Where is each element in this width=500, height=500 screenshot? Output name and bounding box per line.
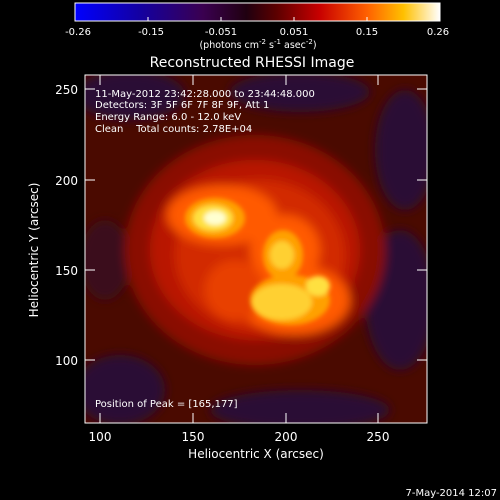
heatmap-image bbox=[85, 75, 427, 423]
colorbar bbox=[74, 2, 441, 22]
colorbar-tick-label: 0.051 bbox=[280, 27, 309, 38]
y-tick-label: 200 bbox=[55, 174, 78, 188]
y-axis-label: Heliocentric Y (arcsec) bbox=[27, 183, 41, 318]
x-tick-label: 100 bbox=[89, 430, 112, 444]
annotation-energy: Energy Range: 6.0 - 12.0 keV bbox=[95, 112, 241, 123]
annotation-counts: Clean Total counts: 2.78E+04 bbox=[95, 124, 252, 135]
y-tick-label: 250 bbox=[55, 83, 78, 97]
colorbar-ticks bbox=[74, 17, 441, 21]
colorbar-tick-label: -0.051 bbox=[205, 27, 237, 38]
annotation-time-range: 11-May-2012 23:42:28.000 to 23:44:48.000 bbox=[95, 89, 315, 100]
colorbar-tick-label: -0.26 bbox=[65, 27, 91, 38]
y-tick-label: 150 bbox=[55, 264, 78, 278]
chart-title: Reconstructed RHESSI Image bbox=[150, 55, 355, 71]
x-tick-label: 200 bbox=[275, 430, 298, 444]
colorbar-unit: (photons cm-2 s-1 asec-2) bbox=[199, 38, 316, 51]
x-axis-label: Heliocentric X (arcsec) bbox=[188, 447, 324, 461]
x-tick-label: 250 bbox=[367, 430, 390, 444]
annotation-detectors: Detectors: 3F 5F 6F 7F 8F 9F, Att 1 bbox=[95, 100, 269, 111]
x-tick-label: 150 bbox=[182, 430, 205, 444]
colorbar-tick-label: 0.26 bbox=[427, 27, 449, 38]
colorbar-tick-label: -0.15 bbox=[138, 27, 164, 38]
annotation-peak: Position of Peak = [165,177] bbox=[95, 399, 238, 410]
plot-frame bbox=[84, 74, 428, 424]
footer-timestamp: 7-May-2014 12:07 bbox=[405, 488, 497, 499]
y-tick-label: 100 bbox=[55, 354, 78, 368]
colorbar-tick-label: 0.15 bbox=[356, 27, 378, 38]
axis-ticks bbox=[85, 75, 427, 423]
